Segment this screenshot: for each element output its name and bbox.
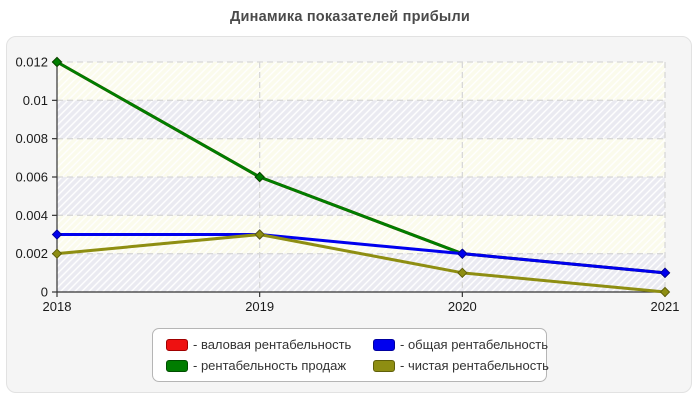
legend-swatch	[373, 338, 395, 351]
data-point-marker	[457, 248, 468, 259]
x-tick-label: 2019	[245, 299, 274, 314]
series-3	[51, 229, 671, 298]
data-point-marker	[254, 171, 265, 183]
y-tick-label: 0.002	[15, 246, 48, 261]
legend-item-1: - общая рентабельность	[373, 334, 549, 355]
legend-item-2: - рентабельность продаж	[166, 355, 373, 376]
legend: - валовая рентабельность - общая рентабел…	[152, 328, 549, 382]
y-tick-label: 0.008	[15, 131, 48, 146]
y-tick-label: 0	[41, 285, 48, 300]
plot-bands	[57, 62, 665, 292]
legend-label: - чистая рентабельность	[400, 358, 549, 373]
data-point-marker	[659, 267, 671, 279]
y-tick-label: 0.006	[15, 170, 48, 185]
y-tick-label: 0.012	[15, 55, 48, 70]
series-line	[57, 233, 666, 275]
x-tick-label: 2018	[43, 299, 72, 314]
data-point-marker	[51, 248, 63, 259]
legend-swatch	[373, 359, 395, 372]
x-tick-label: 2021	[651, 299, 680, 314]
x-axis-labels: 2018 2019 2020 2021	[43, 299, 680, 314]
y-axis-labels: 0 0.002 0.004 0.006 0.008 0.01 0.012	[15, 55, 48, 300]
legend-item-0: - валовая рентабельность	[166, 334, 373, 355]
data-point-marker	[51, 229, 63, 240]
legend-swatch	[166, 338, 188, 351]
legend-item-3: - чистая рентабельность	[373, 355, 549, 376]
x-tick-label: 2020	[448, 299, 477, 314]
y-tick-label: 0.01	[23, 93, 48, 108]
legend-label: - общая рентабельность	[400, 337, 548, 352]
data-point-marker	[51, 56, 63, 68]
data-point-marker	[457, 267, 468, 279]
y-tick-label: 0.004	[15, 208, 48, 223]
legend-swatch	[166, 359, 188, 372]
legend-label: - рентабельность продаж	[193, 358, 347, 373]
data-point-marker	[659, 286, 671, 298]
legend-label: - валовая рентабельность	[193, 337, 352, 352]
series-line	[56, 233, 666, 294]
data-point-marker	[254, 229, 265, 240]
chart-title: Динамика показателей прибыли	[229, 9, 471, 25]
